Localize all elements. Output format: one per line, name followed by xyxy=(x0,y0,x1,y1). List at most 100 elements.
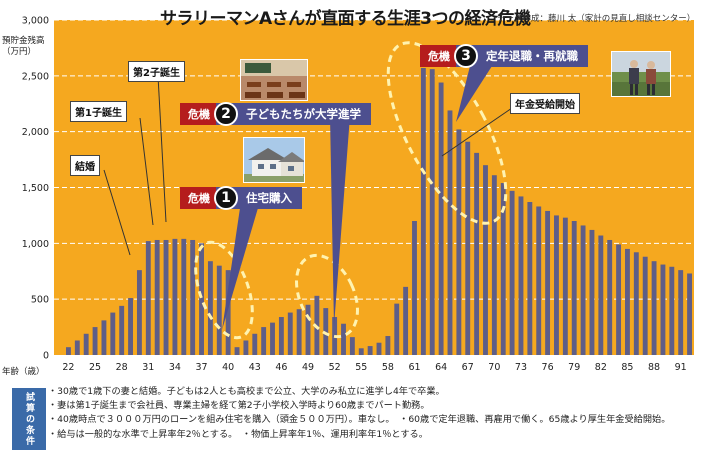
bar-age-81 xyxy=(589,229,595,355)
crisis-1-banner: 危機 1 住宅購入 xyxy=(180,186,302,210)
bar-age-30 xyxy=(136,270,142,355)
crisis-3-pointer xyxy=(456,66,492,122)
bar-age-38 xyxy=(207,261,213,355)
y-tick-label: 1,500 xyxy=(22,183,49,194)
x-tick-label: 43 xyxy=(249,362,261,373)
crisis-1-tag: 危機 xyxy=(180,187,216,209)
bar-age-49 xyxy=(305,304,311,355)
x-tick-label: 85 xyxy=(621,362,633,373)
bar-age-76 xyxy=(545,210,551,355)
crisis-2-ellipse xyxy=(295,253,359,339)
bar-age-47 xyxy=(287,312,293,355)
bar-age-26 xyxy=(101,320,107,355)
bar-age-25 xyxy=(92,327,98,355)
bar-age-92 xyxy=(687,273,692,355)
bar-age-67 xyxy=(465,141,471,355)
bar-age-45 xyxy=(270,322,275,355)
crisis-3-text: 定年退職・再就職 xyxy=(486,49,578,63)
bar-age-70 xyxy=(491,175,497,355)
bar-age-43 xyxy=(252,333,258,355)
x-tick-label: 82 xyxy=(595,362,607,373)
bar-age-57 xyxy=(376,342,382,355)
bar-age-31 xyxy=(145,241,151,355)
note-line: ・30歳で1歳下の妻と結婚。子どもは2人とも高校まで公立、大学のみ私立に進学し4… xyxy=(48,386,445,397)
bar-age-85 xyxy=(625,248,630,355)
y-axis-label: 預貯金残高 （万円） xyxy=(2,36,45,58)
x-tick-label: 34 xyxy=(169,362,181,373)
bar-age-53 xyxy=(341,323,346,355)
notes-badge: 試算の条件 xyxy=(12,388,46,450)
bar-age-90 xyxy=(669,266,675,355)
bar-age-32 xyxy=(154,239,160,355)
bar-age-56 xyxy=(367,346,373,355)
x-axis-ticks: 22 25 28 31 34 37 40 43 46 49 52 55 58 61 64 67 70 73 76 79… xyxy=(62,362,686,373)
bar-age-86 xyxy=(633,252,639,355)
bar-age-79 xyxy=(571,221,577,355)
bar-age-27 xyxy=(110,312,116,355)
crisis-3-banner: 危機 3 定年退職・再就職 xyxy=(420,44,588,68)
bar-age-80 xyxy=(580,225,586,355)
y-axis-ticks: 0 500 1,000 1,500 2,000 2,500 3,000 xyxy=(22,16,49,362)
crisis-2-tag: 危機 xyxy=(180,103,216,125)
x-tick-label: 37 xyxy=(195,362,207,373)
house-photo xyxy=(243,137,305,183)
bar-age-71 xyxy=(500,183,506,355)
bar-age-22 xyxy=(66,347,71,355)
retiree-photo xyxy=(611,51,671,97)
crisis-2-banner: 危機 2 子どもたちが大学進学 xyxy=(180,102,371,126)
bar-age-37 xyxy=(199,243,204,355)
bar-age-88 xyxy=(651,261,657,355)
crisis-1-pointer xyxy=(222,208,258,330)
marriage-label: 結婚 xyxy=(70,155,100,176)
crisis-2-pointer xyxy=(330,116,350,326)
bar-age-48 xyxy=(296,309,302,355)
x-tick-label: 55 xyxy=(355,362,367,373)
crisis-2-text: 子どもたちが大学進学 xyxy=(246,107,361,121)
bar-age-46 xyxy=(278,317,284,355)
bar-age-59 xyxy=(394,303,400,355)
note-line: ・給与は一般的な水準で上昇率年2％とする。 ・物価上昇率年1％、運用利率年1％と… xyxy=(48,428,428,440)
bar-age-41 xyxy=(234,347,240,355)
bar-age-51 xyxy=(323,308,329,355)
y-tick-label: 0 xyxy=(43,351,49,362)
x-tick-label: 58 xyxy=(382,362,394,373)
note-line: ・妻は第1子誕生まで会社員、専業主婦を経て第2子小学校入学時より60歳までパート… xyxy=(48,400,430,412)
bar-age-63 xyxy=(429,69,435,355)
crisis-3-number: 3 xyxy=(454,44,478,68)
annotations xyxy=(103,41,513,340)
note-line: ・40歳時点で３０００万円のローンを組み住宅を購入（頭金５００万円）。車なし。 … xyxy=(48,414,671,426)
x-tick-label: 28 xyxy=(116,362,128,373)
y-tick-label: 2,000 xyxy=(22,127,49,138)
notes: ・30歳で1歳下の妻と結婚。子どもは2人とも高校まで公立、大学のみ私立に進学し4… xyxy=(48,385,708,442)
bar-age-82 xyxy=(598,235,604,355)
bar-age-61 xyxy=(412,221,417,355)
bar-age-62 xyxy=(420,68,426,356)
bar-age-83 xyxy=(607,239,613,355)
x-tick-label: 49 xyxy=(302,362,314,373)
bar-age-87 xyxy=(642,256,648,355)
x-tick-label: 25 xyxy=(89,362,101,373)
bar-age-66 xyxy=(456,129,462,355)
crisis-3-ellipse xyxy=(386,41,508,225)
x-tick-label: 67 xyxy=(462,362,474,373)
bar-age-44 xyxy=(261,327,267,355)
bar-age-34 xyxy=(172,238,178,355)
classroom-photo xyxy=(240,59,308,101)
chart-title: サラリーマンAさんが直面する生涯3つの経済危機 xyxy=(160,9,531,29)
bar-age-54 xyxy=(349,337,355,355)
y-tick-label: 500 xyxy=(31,295,49,306)
crisis-3-tag: 危機 xyxy=(420,45,456,67)
bar-age-78 xyxy=(562,217,568,355)
x-tick-label: 22 xyxy=(62,362,74,373)
first-child-label: 第1子誕生 xyxy=(70,101,127,122)
bar-age-91 xyxy=(678,270,684,355)
bar-age-64 xyxy=(438,82,444,355)
bar-age-40 xyxy=(225,270,231,355)
bar-age-74 xyxy=(527,202,533,355)
first-child-leader xyxy=(139,117,154,226)
x-tick-label: 73 xyxy=(515,362,527,373)
x-tick-label: 91 xyxy=(675,362,687,373)
x-tick-label: 40 xyxy=(222,362,234,373)
bar-age-24 xyxy=(83,333,89,355)
